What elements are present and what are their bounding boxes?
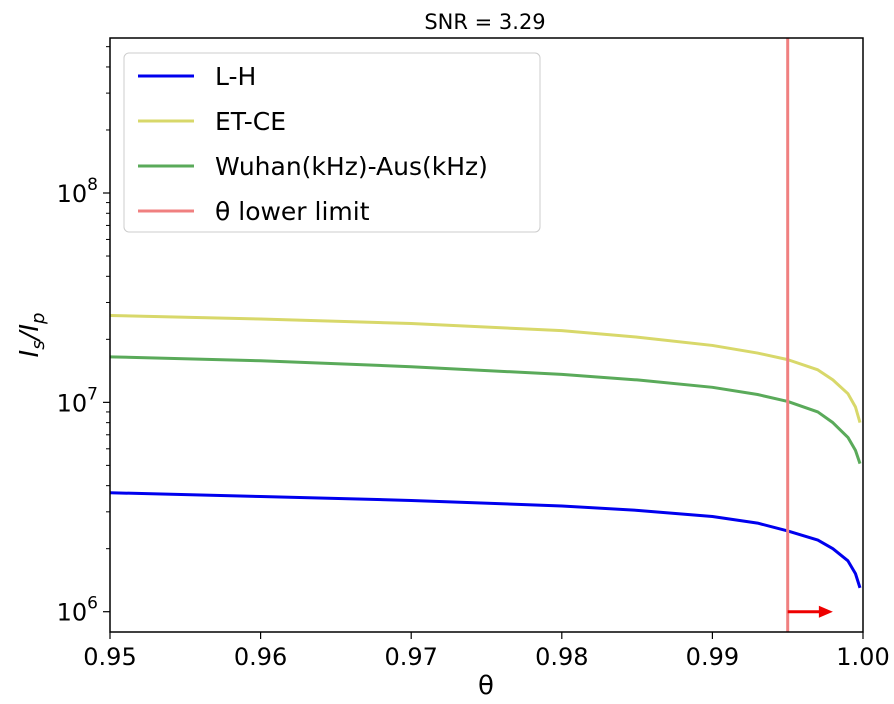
y-axis-label-base2: I	[15, 324, 45, 332]
y-axis-label-sub1: s	[28, 340, 49, 349]
legend-label: ET-CE	[215, 107, 286, 136]
y-tick-label: 106	[57, 594, 98, 627]
legend-entries: L-H ET-CE Wuhan(kHz)-Aus(kHz) θ lower limit	[138, 62, 488, 226]
legend-label: θ lower limit	[215, 197, 370, 226]
y-axis-label-base: I	[15, 350, 45, 358]
series-line-0	[109, 491, 862, 589]
y-axis-label-slash: /	[15, 328, 45, 342]
x-tick-label: 0.99	[686, 643, 739, 671]
chart-title: SNR = 3.29	[424, 10, 545, 34]
arrow-head	[818, 605, 833, 618]
y-axis-label-sub2: p	[28, 313, 49, 325]
y-tick-label: 108	[57, 175, 98, 208]
legend: L-H ET-CE Wuhan(kHz)-Aus(kHz) θ lower limit	[123, 52, 541, 233]
x-axis-label: θ	[478, 671, 494, 701]
y-axis-label: Is/Ip	[15, 313, 49, 358]
y-axis: 106 107 108	[57, 46, 110, 627]
x-tick-label: 0.97	[384, 643, 437, 671]
x-tick-label: 1.00	[836, 643, 889, 671]
plot-frame	[109, 37, 864, 633]
x-tick-label: 0.95	[83, 643, 136, 671]
legend-box	[123, 52, 541, 233]
x-tick-label: 0.96	[234, 643, 287, 671]
y-tick-label: 107	[57, 384, 98, 417]
x-tick-label: 0.98	[535, 643, 588, 671]
series-line-1	[109, 313, 862, 424]
legend-label: L-H	[215, 62, 256, 91]
x-axis: 0.95 0.96 0.97 0.98 0.99 1.00	[83, 632, 890, 671]
legend-label: Wuhan(kHz)-Aus(kHz)	[215, 152, 488, 181]
series-line-2	[109, 355, 862, 465]
plot-area	[109, 38, 862, 632]
